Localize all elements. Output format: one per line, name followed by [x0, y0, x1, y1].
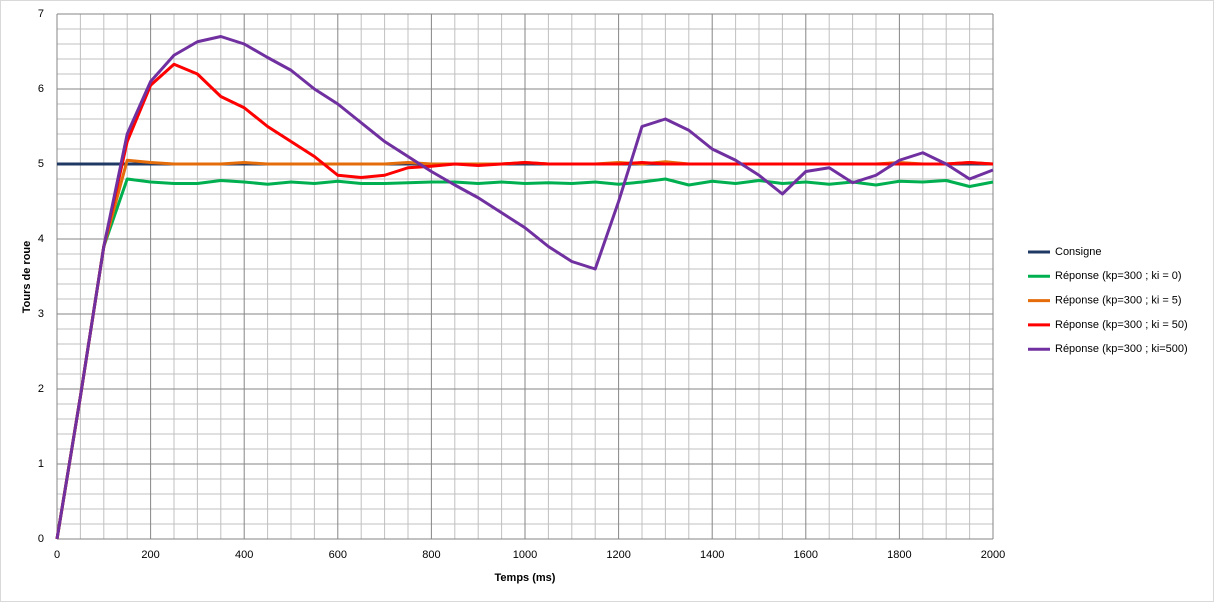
x-tick-label: 1200	[606, 549, 630, 561]
y-tick-label: 3	[38, 308, 44, 320]
legend-label: Consigne	[1055, 246, 1101, 258]
y-tick-label: 4	[38, 233, 44, 245]
series-line	[55, 177, 994, 540]
y-tick-label: 2	[38, 383, 44, 395]
x-tick-label: 2000	[981, 549, 1005, 561]
y-tick-label: 1	[38, 458, 44, 470]
x-tick-label: 800	[422, 549, 440, 561]
x-tick-label: 1400	[700, 549, 724, 561]
x-tick-label: 1000	[513, 549, 537, 561]
legend-label: Réponse (kp=300 ; ki = 5)	[1055, 295, 1182, 307]
y-tick-label: 6	[38, 83, 44, 95]
x-tick-label: 200	[141, 549, 159, 561]
x-tick-label: 0	[54, 549, 60, 561]
y-tick-label: 0	[38, 533, 44, 545]
x-tick-label: 1600	[794, 549, 818, 561]
legend-label: Réponse (kp=300 ; ki=500)	[1055, 343, 1188, 355]
series-line	[55, 62, 994, 540]
y-axis-label: Tours de roue	[21, 241, 33, 314]
legend-label: Réponse (kp=300 ; ki = 0)	[1055, 270, 1182, 282]
x-tick-label: 600	[329, 549, 347, 561]
x-axis-label: Temps (ms)	[495, 572, 556, 584]
y-tick-label: 5	[38, 158, 44, 170]
y-tick-label: 7	[38, 8, 44, 20]
series-line	[55, 35, 994, 540]
legend-label: Réponse (kp=300 ; ki = 50)	[1055, 319, 1188, 331]
plot	[55, 35, 994, 540]
grid	[56, 13, 994, 540]
x-tick-label: 400	[235, 549, 253, 561]
x-tick-label: 1800	[887, 549, 911, 561]
